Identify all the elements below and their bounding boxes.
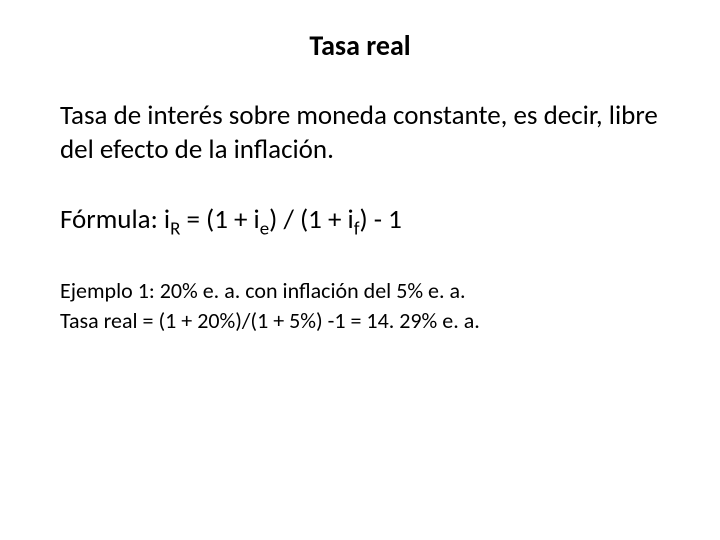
example-line-1: Ejemplo 1: 20% e. a. con inflación del 5… — [60, 276, 660, 306]
example-block: Ejemplo 1: 20% e. a. con inflación del 5… — [60, 276, 660, 335]
formula-line: Fórmula: iR = (1 + ie) / (1 + if) - 1 — [60, 203, 660, 237]
example-line-2: Tasa real = (1 + 20%)/(1 + 5%) -1 = 14. … — [60, 306, 660, 336]
formula-sub-r: R — [170, 217, 180, 240]
slide-title: Tasa real — [60, 28, 660, 63]
formula-suffix: ) - 1 — [359, 203, 401, 236]
slide-container: Tasa real Tasa de interés sobre moneda c… — [0, 0, 720, 540]
formula-sub-e: e — [260, 217, 269, 240]
formula-mid2: ) / (1 + i — [269, 203, 354, 236]
definition-text: Tasa de interés sobre moneda constante, … — [60, 99, 660, 167]
formula-mid1: = (1 + i — [180, 203, 259, 236]
formula-prefix: Fórmula: i — [60, 203, 170, 236]
